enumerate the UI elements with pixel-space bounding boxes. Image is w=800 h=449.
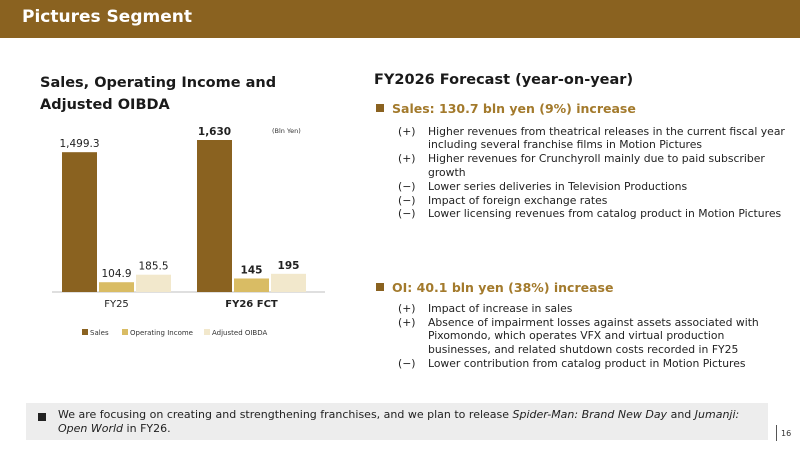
category-label: FY26 FCT: [225, 299, 278, 310]
reason-sign: (−): [398, 207, 416, 221]
category-label: FY25: [104, 299, 129, 310]
reason-sign: (+): [398, 152, 416, 166]
reason-text: Higher revenues from theatrical releases…: [428, 125, 785, 152]
note-text-2: and: [667, 408, 695, 421]
sales-reasons-list: (+) Higher revenues from theatrical relea…: [398, 125, 788, 221]
legend-swatch: [204, 329, 210, 335]
oi-heading-text: OI: 40.1 bln yen (38%) increase: [392, 280, 614, 295]
sales-reason-item: (−) Lower series deliveries in Television…: [398, 180, 788, 193]
legend-label: Sales: [90, 329, 109, 337]
reason-text: Absence of impairment losses against ass…: [428, 315, 759, 356]
reason-text: Lower series deliveries in Television Pr…: [428, 179, 688, 193]
film-title-jumanji: Jumanji: Open World: [58, 408, 740, 435]
page-number: 16: [781, 429, 792, 438]
chart-section-title-line2: Adjusted OIBDA: [40, 97, 170, 113]
legend-swatch: [82, 329, 88, 335]
square-bullet-icon: [376, 104, 384, 112]
reason-text: Lower contribution from catalog product …: [428, 356, 746, 370]
oi-reason-item: (−) Lower contribution from catalog produ…: [398, 357, 788, 370]
chart-section-title-line1: Sales, Operating Income and: [40, 75, 277, 91]
header-bar: Pictures Segment: [0, 0, 800, 38]
bar-adjusted-oibda: [136, 274, 171, 292]
data-label: 104.9: [101, 268, 131, 280]
data-label: 185.5: [138, 261, 168, 273]
sales-reason-item: (+) Higher revenues from theatrical relea…: [398, 125, 788, 152]
reason-sign: (−): [398, 356, 416, 370]
reason-text: Impact of foreign exchange rates: [428, 193, 608, 207]
reason-text: Lower licensing revenues from catalog pr…: [428, 207, 782, 221]
reason-sign: (+): [398, 315, 416, 329]
reason-sign: (+): [398, 125, 416, 138]
unit-label: (Bln Yen): [272, 127, 301, 135]
note-box: We are focusing on creating and strength…: [26, 403, 768, 440]
bar-operating-income: [99, 282, 134, 292]
square-bullet-icon: [376, 283, 384, 291]
sales-reason-item: (−) Impact of foreign exchange rates: [398, 194, 788, 207]
oi-reason-item: (+) Absence of impairment losses against …: [398, 316, 788, 356]
reason-text: Higher revenues for Crunchyroll mainly d…: [428, 152, 765, 179]
reason-sign: (−): [398, 193, 416, 207]
legend-swatch: [122, 329, 128, 335]
reason-text: Impact of increase in sales: [428, 302, 573, 315]
sales-reason-item: (−) Lower licensing revenues from catalog…: [398, 207, 788, 220]
bar-chart: (Bln Yen) 1,499.3 104.9 185.5 FY25 1,630 145 19…: [52, 126, 325, 337]
bar-sales: [62, 152, 97, 292]
sales-heading: Sales: 130.7 bln yen (9%) increase: [376, 101, 636, 116]
note-text: We are focusing on creating and strength…: [36, 408, 758, 436]
legend-label: Operating Income: [130, 329, 193, 337]
sales-reason-item: (+) Higher revenues for Crunchyroll mainl…: [398, 152, 788, 179]
sales-heading-text: Sales: 130.7 bln yen (9%) increase: [392, 101, 636, 116]
forecast-title: FY2026 Forecast (year-on-year): [374, 72, 634, 88]
film-title-spider-man: Spider-Man: Brand New Day: [512, 408, 668, 421]
bar-sales: [197, 140, 232, 292]
oi-reason-item: (+) Impact of increase in sales: [398, 302, 788, 315]
data-label: 195: [278, 260, 300, 272]
note-text-1: We are focusing on creating and strength…: [58, 408, 513, 421]
data-label: 1,499.3: [59, 138, 99, 150]
data-label: 145: [241, 264, 263, 276]
chart-section-title: Sales, Operating Income and Adjusted OIB…: [40, 72, 330, 116]
square-bullet-icon: [38, 413, 46, 421]
oi-reasons-list: (+) Impact of increase in sales (+) Absence…: [398, 302, 788, 371]
page-title: Pictures Segment: [22, 7, 192, 27]
data-label: 1,630: [198, 126, 231, 138]
legend-label: Adjusted OIBDA: [212, 329, 268, 337]
bar-operating-income: [234, 278, 269, 292]
note-text-3: in FY26.: [123, 422, 171, 435]
reason-sign: (−): [398, 179, 416, 193]
page-number-divider: [776, 425, 777, 441]
reason-sign: (+): [398, 302, 416, 315]
oi-heading: OI: 40.1 bln yen (38%) increase: [376, 280, 613, 295]
bar-adjusted-oibda: [271, 273, 306, 292]
